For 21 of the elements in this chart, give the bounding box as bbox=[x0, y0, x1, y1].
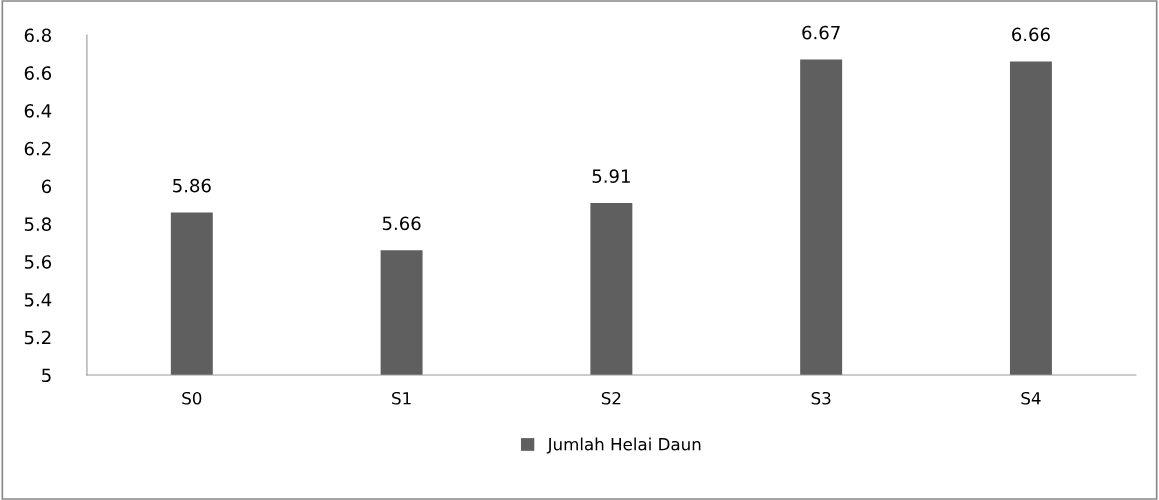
y-tick-label: 5 bbox=[42, 368, 51, 383]
y-tick-label: 5.8 bbox=[24, 217, 51, 232]
y-tick-label: 6 bbox=[41, 179, 52, 194]
y-tick-label: 5.2 bbox=[24, 330, 51, 345]
y-tick-label: 6.2 bbox=[24, 141, 51, 156]
data-label: 6.66 bbox=[1012, 27, 1050, 42]
data-label: 5.91 bbox=[592, 169, 630, 183]
x-tick-label: S1 bbox=[392, 391, 411, 405]
data-label: 5.66 bbox=[382, 216, 421, 231]
x-tick-label: S3 bbox=[811, 391, 831, 405]
x-tick-label: S2 bbox=[601, 391, 621, 405]
y-tick-label: 5.4 bbox=[24, 293, 52, 307]
y-tick-label: 6.4 bbox=[24, 104, 52, 118]
legend-label: Jumlah Helai Daun bbox=[546, 437, 701, 454]
y-tick-label: 6.8 bbox=[24, 28, 51, 43]
data-label: 5.86 bbox=[173, 178, 211, 193]
y-tick-label: 5.6 bbox=[24, 255, 52, 269]
data-label: 6.67 bbox=[802, 25, 840, 40]
x-tick-label: S4 bbox=[1021, 391, 1041, 405]
x-tick-label: S0 bbox=[182, 391, 202, 405]
y-tick-label: 6.6 bbox=[24, 66, 52, 80]
